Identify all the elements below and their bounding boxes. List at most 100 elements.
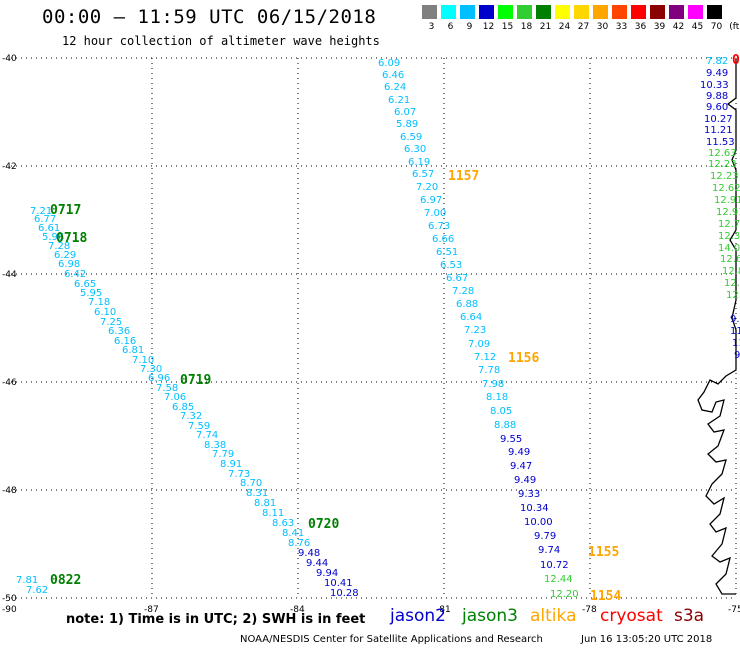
wave-height-value: 7.20 <box>416 182 438 193</box>
wave-height-value: 6.96 <box>148 373 170 384</box>
wave-height-value: 6.09 <box>378 58 400 69</box>
pass-time-label: 1154 <box>590 589 621 604</box>
wave-height-value: 6.07 <box>394 107 416 118</box>
wave-height-value: 7.00 <box>424 208 446 219</box>
wave-height-value: 7.82 <box>706 56 728 67</box>
wave-height-value: 8.11 <box>262 508 284 519</box>
wave-height-value: 9.94 <box>316 568 338 579</box>
wave-height-value: 10.34 <box>520 503 549 514</box>
wave-height-value: 10.28 <box>330 588 359 599</box>
wave-height-value: 6.81 <box>122 345 144 356</box>
wave-height-value: 6.73 <box>428 221 450 232</box>
wave-height-value: 8.76 <box>288 538 310 549</box>
wave-height-value: 7.10 <box>132 355 154 366</box>
wave-height-value: 7.28 <box>48 241 70 252</box>
wave-height-value: 7.21 <box>30 206 52 217</box>
wave-height-value: 7.73 <box>228 469 250 480</box>
wave-height-value: 11.20 <box>732 338 740 349</box>
x-tick-label: -90 <box>2 605 17 615</box>
scale-swatch <box>631 5 646 19</box>
coastline <box>697 58 737 595</box>
wave-height-value: 7.74 <box>196 430 218 441</box>
wave-height-value: 9.74 <box>538 545 560 556</box>
scale-tick-label: 36 <box>634 22 647 32</box>
x-tick-label: -84 <box>290 605 305 615</box>
wave-height-value: 7.81 <box>16 575 38 586</box>
chart-title: 00:00 – 11:59 UTC 06/15/2018 <box>42 6 377 28</box>
scale-tick-label: 18 <box>520 22 533 32</box>
generated-timestamp: Jun 16 13:05:20 UTC 2018 <box>581 634 713 645</box>
wave-height-value: 6.24 <box>384 82 406 93</box>
credit-line: NOAA/NESDIS Center for Satellite Applica… <box>240 634 543 645</box>
scale-swatch <box>707 5 722 19</box>
wave-height-value: 6.42 <box>64 269 86 280</box>
wave-height-value: 6.98 <box>58 259 80 270</box>
wave-height-value: 7.09 <box>468 339 490 350</box>
wave-height-value: 9.79 <box>534 531 556 542</box>
wave-height-value: 10.41 <box>324 578 353 589</box>
wave-height-value: 6.36 <box>108 326 130 337</box>
wave-height-value: 12.40 <box>724 278 740 289</box>
y-tick-label: -50 <box>2 594 17 604</box>
wave-height-value: 7.18 <box>88 297 110 308</box>
wave-height-value: 9.88 <box>706 91 728 102</box>
wave-height-value: 7.30 <box>140 364 162 375</box>
wave-height-value: 7.23 <box>464 325 486 336</box>
wave-height-value: 6.64 <box>460 312 482 323</box>
wave-height-value: 7.25 <box>100 317 122 328</box>
x-tick-label: -81 <box>436 605 451 615</box>
wave-height-value: 9.49 <box>706 68 728 79</box>
scale-tick-label: 24 <box>558 22 571 32</box>
scale-swatch <box>574 5 589 19</box>
pass-time-label: 1155 <box>588 545 619 560</box>
pass-time-label: 1156 <box>508 351 539 366</box>
wave-height-value: 6.97 <box>420 195 442 206</box>
wave-height-value: 7.78 <box>478 365 500 376</box>
scale-swatch <box>688 5 703 19</box>
scale-tick-label: 12 <box>482 22 495 32</box>
wave-height-value: 7.59 <box>188 421 210 432</box>
pass-time-label: 0720 <box>308 517 339 532</box>
wave-height-value: 8.41 <box>282 528 304 539</box>
scale-swatch <box>460 5 475 19</box>
satellite-legend-cryosat: cryosat <box>600 606 663 626</box>
scale-swatch <box>422 5 437 19</box>
wave-height-value: 6.85 <box>172 402 194 413</box>
scale-tick-label: 3 <box>428 22 435 32</box>
scale-tick-label: 15 <box>501 22 514 32</box>
satellite-legend-jason3: jason3 <box>462 606 518 626</box>
wave-height-value: 6.10 <box>94 307 116 318</box>
wave-height-value: 12.60 <box>720 254 740 265</box>
scale-tick-label: 42 <box>672 22 685 32</box>
wave-height-value: 7.12 <box>474 352 496 363</box>
wave-height-value: 10.72 <box>540 560 569 571</box>
wave-height-value: 6.19 <box>408 157 430 168</box>
wave-height-value: 6.53 <box>440 260 462 271</box>
pass-time-label: 0718 <box>56 231 87 246</box>
wave-height-value: 6.51 <box>436 247 458 258</box>
wave-height-value: 9.48 <box>298 548 320 559</box>
scale-swatch <box>498 5 513 19</box>
wave-height-value: 7.32 <box>180 411 202 422</box>
wave-height-value: 12.70 <box>718 219 740 230</box>
wave-height-value: 10.27 <box>704 114 733 125</box>
scale-tick-label: 21 <box>539 22 552 32</box>
scale-swatch <box>650 5 665 19</box>
wave-height-value: 9.55 <box>500 434 522 445</box>
wave-height-value: 12.23 <box>710 171 739 182</box>
y-tick-label: -40 <box>2 54 17 64</box>
wave-height-value: 6.88 <box>456 299 478 310</box>
scale-tick-label: 45 <box>691 22 704 32</box>
scale-tick-label: 27 <box>577 22 590 32</box>
wave-height-value: 12.62 <box>712 183 740 194</box>
scale-swatch <box>479 5 494 19</box>
wave-height-value: 6.61 <box>38 223 60 234</box>
wave-height-value: 6.21 <box>388 95 410 106</box>
wave-height-value: 9.47 <box>510 461 532 472</box>
wave-height-value: 12.91 <box>716 207 740 218</box>
scale-tick-label: 30 <box>596 22 609 32</box>
wave-height-value: 6.30 <box>404 144 426 155</box>
y-tick-label: -48 <box>2 486 17 496</box>
